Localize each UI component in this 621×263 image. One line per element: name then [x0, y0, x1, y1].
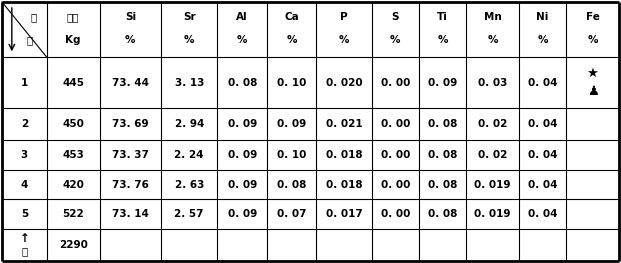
- Text: %: %: [125, 34, 135, 44]
- Text: Ti: Ti: [437, 12, 448, 22]
- Text: 5: 5: [20, 209, 28, 219]
- Text: 0. 00: 0. 00: [381, 119, 410, 129]
- Text: 分: 分: [30, 12, 37, 22]
- Text: %: %: [184, 34, 194, 44]
- Text: 0. 019: 0. 019: [474, 180, 510, 190]
- Text: 0. 08: 0. 08: [428, 209, 457, 219]
- Text: 0. 018: 0. 018: [326, 150, 363, 160]
- Text: 0. 04: 0. 04: [528, 78, 557, 88]
- Text: %: %: [437, 34, 448, 44]
- Text: Ni: Ni: [537, 12, 548, 22]
- Text: 2290: 2290: [59, 240, 88, 250]
- Text: 0. 09: 0. 09: [227, 150, 257, 160]
- Text: 计: 计: [21, 246, 27, 256]
- Text: 0. 04: 0. 04: [528, 209, 557, 219]
- Text: 73. 44: 73. 44: [112, 78, 149, 88]
- Text: 0. 09: 0. 09: [227, 180, 257, 190]
- Text: 0. 08: 0. 08: [428, 119, 457, 129]
- Text: 0. 10: 0. 10: [277, 78, 306, 88]
- Text: 0. 04: 0. 04: [528, 119, 557, 129]
- Text: 2. 94: 2. 94: [175, 119, 204, 129]
- Text: 453: 453: [62, 150, 84, 160]
- Text: Sr: Sr: [183, 12, 196, 22]
- Text: 0. 09: 0. 09: [428, 78, 457, 88]
- Text: 73. 76: 73. 76: [112, 180, 149, 190]
- Text: 450: 450: [62, 119, 84, 129]
- Text: 73. 14: 73. 14: [112, 209, 149, 219]
- Text: 2. 63: 2. 63: [175, 180, 204, 190]
- Text: %: %: [339, 34, 349, 44]
- Text: 0. 08: 0. 08: [277, 180, 306, 190]
- Text: 重量: 重量: [67, 12, 79, 22]
- Text: 0. 08: 0. 08: [428, 150, 457, 160]
- Text: 0. 10: 0. 10: [277, 150, 306, 160]
- Text: 0. 04: 0. 04: [528, 150, 557, 160]
- Text: %: %: [537, 34, 548, 44]
- Text: 0. 09: 0. 09: [277, 119, 306, 129]
- Text: 2. 57: 2. 57: [175, 209, 204, 219]
- Text: 73. 37: 73. 37: [112, 150, 149, 160]
- Text: %: %: [286, 34, 297, 44]
- Text: Fe: Fe: [586, 12, 599, 22]
- Text: 0. 00: 0. 00: [381, 78, 410, 88]
- Text: P: P: [340, 12, 348, 22]
- Text: 0. 018: 0. 018: [326, 180, 363, 190]
- Text: 0. 02: 0. 02: [478, 150, 507, 160]
- Text: 0. 08: 0. 08: [428, 180, 457, 190]
- Text: Al: Al: [237, 12, 248, 22]
- Text: %: %: [487, 34, 497, 44]
- Text: 0. 09: 0. 09: [227, 119, 257, 129]
- Text: 3: 3: [20, 150, 28, 160]
- Text: %: %: [587, 34, 598, 44]
- Text: 0. 00: 0. 00: [381, 209, 410, 219]
- Text: 0. 021: 0. 021: [326, 119, 363, 129]
- Text: ★: ★: [587, 67, 599, 80]
- Text: %: %: [237, 34, 247, 44]
- Text: 73. 69: 73. 69: [112, 119, 148, 129]
- Text: Kg: Kg: [65, 34, 81, 44]
- Text: 3. 13: 3. 13: [175, 78, 204, 88]
- Text: 522: 522: [62, 209, 84, 219]
- Text: Mn: Mn: [484, 12, 501, 22]
- Text: 0. 00: 0. 00: [381, 150, 410, 160]
- Text: 0. 019: 0. 019: [474, 209, 510, 219]
- Text: 4: 4: [20, 180, 28, 190]
- Text: 2. 24: 2. 24: [175, 150, 204, 160]
- Text: 420: 420: [62, 180, 84, 190]
- Text: 0. 08: 0. 08: [227, 78, 257, 88]
- Text: 批: 批: [27, 36, 33, 46]
- Text: 0. 07: 0. 07: [277, 209, 306, 219]
- Text: 0. 00: 0. 00: [381, 180, 410, 190]
- Text: 445: 445: [62, 78, 84, 88]
- Text: 0. 03: 0. 03: [478, 78, 507, 88]
- Text: Ca: Ca: [284, 12, 299, 22]
- Text: Si: Si: [125, 12, 136, 22]
- Text: 0. 020: 0. 020: [326, 78, 363, 88]
- Text: %: %: [390, 34, 401, 44]
- Text: S: S: [391, 12, 399, 22]
- Text: ↑: ↑: [19, 232, 29, 245]
- Text: ♟: ♟: [587, 85, 599, 98]
- Text: 0. 09: 0. 09: [227, 209, 257, 219]
- Text: 0. 017: 0. 017: [325, 209, 363, 219]
- Text: 1: 1: [20, 78, 28, 88]
- Text: 0. 04: 0. 04: [528, 180, 557, 190]
- Text: 0. 02: 0. 02: [478, 119, 507, 129]
- Text: 2: 2: [20, 119, 28, 129]
